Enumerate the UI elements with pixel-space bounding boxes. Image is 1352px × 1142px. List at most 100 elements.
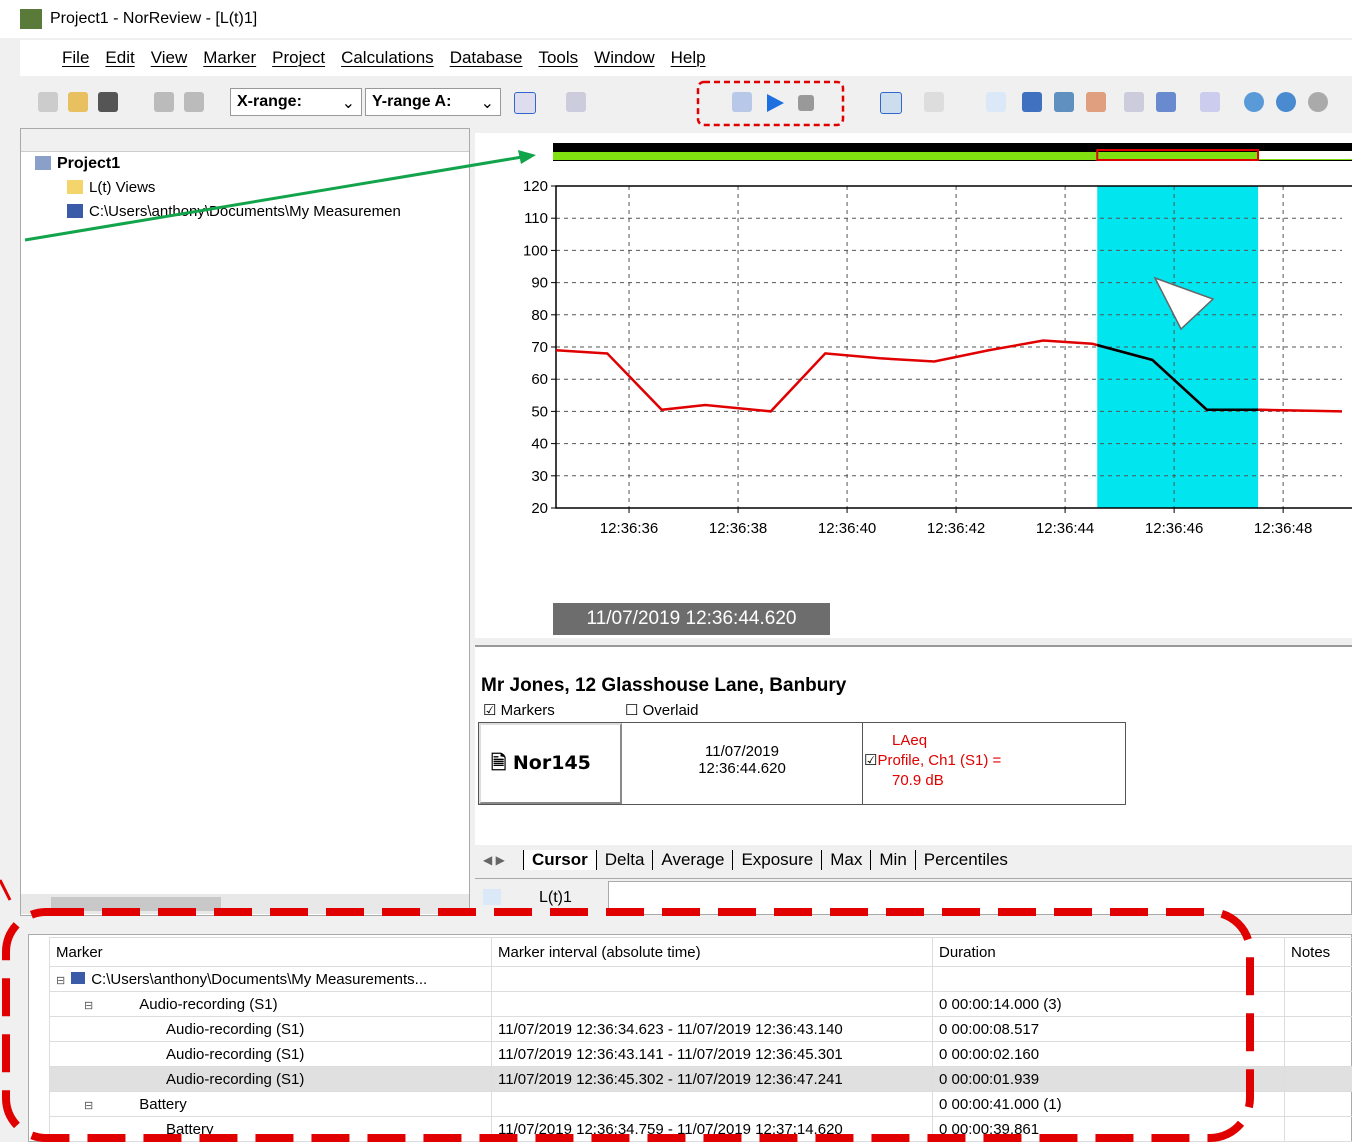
- tab[interactable]: Cursor: [523, 850, 596, 870]
- menu-item[interactable]: Edit: [105, 48, 135, 67]
- list-button[interactable]: [924, 92, 944, 112]
- tree-item[interactable]: Project1: [35, 155, 120, 173]
- marker-name: Audio-recording (S1): [139, 995, 278, 1013]
- column-header[interactable]: Marker interval (absolute time): [491, 937, 933, 967]
- menu-item[interactable]: Database: [449, 48, 523, 67]
- column-header[interactable]: Notes: [1284, 937, 1352, 967]
- bar-button[interactable]: [1022, 92, 1042, 112]
- column-header[interactable]: Marker: [49, 937, 492, 967]
- table-button[interactable]: [880, 92, 902, 114]
- cursor-time: 11/07/2019 12:36:44.620: [553, 603, 830, 635]
- scroll-thumb[interactable]: [51, 897, 221, 911]
- expander[interactable]: ⊟: [56, 974, 66, 987]
- record-button[interactable]: [732, 92, 752, 112]
- info-title: Mr Jones, 12 Glasshouse Lane, Banbury: [481, 675, 847, 696]
- project-panel: Project1 L(t) Views C:\Users\anthony\Docum…: [20, 128, 470, 916]
- x-tick-label: 12:36:46: [1145, 520, 1203, 537]
- red-arrow: [0, 879, 12, 901]
- table-row[interactable]: ⊟ C:\Users\anthony\Documents\My Measureme…: [49, 966, 1352, 992]
- tab[interactable]: Average: [652, 850, 732, 870]
- paste-button[interactable]: [184, 92, 204, 112]
- x-tick-label: 12:36:42: [927, 520, 985, 537]
- view-tab[interactable]: L(t)1: [539, 889, 572, 906]
- tab[interactable]: Max: [821, 850, 870, 870]
- marker-cell: Audio-recording (S1): [49, 1041, 492, 1067]
- overlaid-checkbox[interactable]: ☐ Overlaid: [625, 702, 699, 719]
- x-range-label: X-range:: [237, 93, 302, 110]
- tree-icon: [35, 156, 51, 170]
- window-title: Project1 - NorReview - [L(t)1]: [50, 10, 258, 27]
- open-button[interactable]: [68, 92, 88, 112]
- view-button[interactable]: [514, 92, 536, 114]
- chart: 20 30 40 50 60 70 80 90 100 110 120 12:36:36 12:36:3…: [523, 143, 1352, 537]
- result-cell: LAeq ☑Profile, Ch1 (S1) = 70.9 dB: [864, 731, 1001, 791]
- tab[interactable]: Percentiles: [914, 850, 1016, 870]
- file-icon: [71, 971, 86, 984]
- menu-item[interactable]: Window: [594, 48, 655, 67]
- table-row[interactable]: Audio-recording (S1) 11/07/2019 12:36:34.…: [49, 1016, 1352, 1042]
- menu-item[interactable]: Help: [670, 48, 706, 67]
- tab[interactable]: Min: [870, 850, 914, 870]
- tab-strip: ◀ ▶ Cursor Delta Average Exposure Max Min Perce…: [475, 846, 1352, 874]
- duration-cell: 0 00:00:02.160: [932, 1041, 1285, 1067]
- marker-button[interactable]: [1156, 92, 1176, 112]
- y-tick-label: 70: [531, 339, 548, 356]
- notes-cell: [1284, 1041, 1352, 1067]
- zoom-out-button[interactable]: [1308, 92, 1328, 112]
- x-tick-label: 12:36:40: [818, 520, 876, 537]
- x-tick-label: 12:36:48: [1254, 520, 1312, 537]
- table-row[interactable]: Audio-recording (S1) 11/07/2019 12:36:45.…: [49, 1066, 1352, 1092]
- menu-item[interactable]: Marker: [203, 48, 257, 67]
- zoom-button[interactable]: [1244, 92, 1264, 112]
- chart-button[interactable]: [986, 92, 1006, 112]
- menu-item[interactable]: Project: [272, 48, 326, 67]
- table-row[interactable]: Audio-recording (S1) 11/07/2019 12:36:43.…: [49, 1041, 1352, 1067]
- duration-cell: [932, 966, 1285, 992]
- marker-name: C:\Users\anthony\Documents\My Measuremen…: [91, 970, 428, 988]
- pie-button[interactable]: [1086, 92, 1106, 112]
- table-row[interactable]: ⊟ Battery 0 00:00:41.000 (1): [49, 1091, 1352, 1117]
- x-tick-label: 12:36:36: [600, 520, 658, 537]
- overlaid-label: Overlaid: [642, 702, 699, 719]
- menu-item[interactable]: File: [62, 48, 90, 67]
- table-row[interactable]: ⊟ Audio-recording (S1) 0 00:00:14.000 (3): [49, 991, 1352, 1017]
- duration-cell: 0 00:00:39.861: [932, 1116, 1285, 1142]
- grid-button[interactable]: [1200, 92, 1220, 112]
- tree-label: Project1: [57, 155, 121, 172]
- info-panel: Mr Jones, 12 Glasshouse Lane, Banbury ☑ …: [475, 645, 1352, 845]
- zoom-in-button[interactable]: [1276, 92, 1296, 112]
- save-button[interactable]: [98, 92, 118, 112]
- y-range-combo[interactable]: Y-range A: ⌄: [365, 88, 501, 116]
- y-tick-label: 50: [531, 403, 548, 420]
- tree-item[interactable]: C:\Users\anthony\Documents\My Measuremen: [67, 203, 401, 220]
- column-header[interactable]: Duration: [932, 937, 1285, 967]
- menu-item[interactable]: Tools: [538, 48, 579, 67]
- menu-item[interactable]: View: [150, 48, 188, 67]
- tab[interactable]: Delta: [595, 850, 653, 870]
- tree-item[interactable]: L(t) Views: [67, 179, 155, 196]
- instrument-cell: 🗎 Nor145: [479, 723, 622, 804]
- selection: [1097, 186, 1259, 508]
- markers-checkbox[interactable]: ☑ Markers: [483, 702, 555, 719]
- h-scrollbar[interactable]: [21, 894, 469, 914]
- spectrum-button[interactable]: [1054, 92, 1074, 112]
- x-range-combo[interactable]: X-range: ⌄: [230, 88, 362, 116]
- instrument: Nor145: [512, 752, 591, 774]
- tab-scroll[interactable]: ◀ ▶: [483, 853, 505, 867]
- play-button[interactable]: [764, 92, 786, 114]
- interval-cell: [491, 991, 933, 1017]
- new-button[interactable]: [38, 92, 58, 112]
- stop-button[interactable]: [798, 95, 814, 111]
- tab[interactable]: Exposure: [732, 850, 821, 870]
- tree-label: C:\Users\anthony\Documents\My Measuremen: [89, 203, 401, 220]
- y-tick-label: 90: [531, 275, 548, 292]
- table-row[interactable]: Battery 11/07/2019 12:36:34.759 - 11/07/2…: [49, 1116, 1352, 1142]
- menu-item[interactable]: Calculations: [341, 48, 434, 67]
- expander[interactable]: ⊟: [84, 999, 94, 1012]
- y-tick-label: 40: [531, 436, 548, 453]
- expander[interactable]: ⊟: [84, 1099, 94, 1112]
- tree-icon: [67, 204, 83, 218]
- tree-button[interactable]: [566, 92, 586, 112]
- report-button[interactable]: [1124, 92, 1144, 112]
- copy-button[interactable]: [154, 92, 174, 112]
